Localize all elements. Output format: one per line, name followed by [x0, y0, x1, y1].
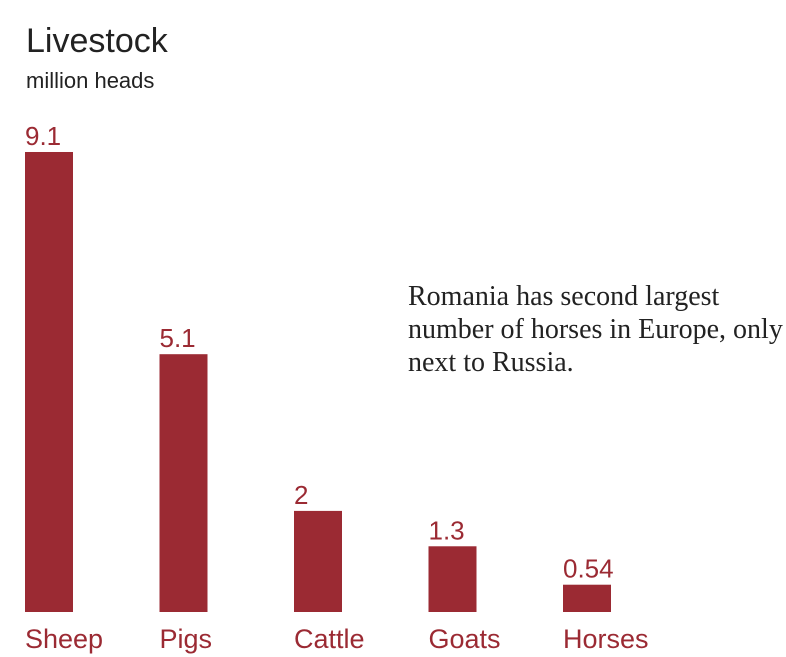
value-label-horses: 0.54	[563, 554, 614, 584]
value-label-pigs: 5.1	[160, 323, 196, 353]
chart-annotation: Romania has second largest number of hor…	[408, 281, 783, 378]
category-label-horses: Horses	[563, 624, 649, 654]
bar-pigs	[159, 354, 208, 612]
value-label-goats: 1.3	[429, 515, 465, 545]
chart-subtitle: million heads	[26, 68, 155, 93]
bar-horses	[563, 584, 611, 612]
bar-cattle	[294, 510, 342, 612]
category-label-sheep: Sheep	[25, 624, 103, 654]
category-label-pigs: Pigs	[160, 624, 213, 654]
bar-goats	[428, 546, 477, 612]
bar-sheep	[25, 151, 73, 612]
chart-title: Livestock	[26, 22, 168, 60]
value-label-sheep: 9.1	[25, 121, 61, 151]
category-label-cattle: Cattle	[294, 624, 365, 654]
value-label-cattle: 2	[294, 480, 308, 510]
category-label-goats: Goats	[429, 624, 501, 654]
